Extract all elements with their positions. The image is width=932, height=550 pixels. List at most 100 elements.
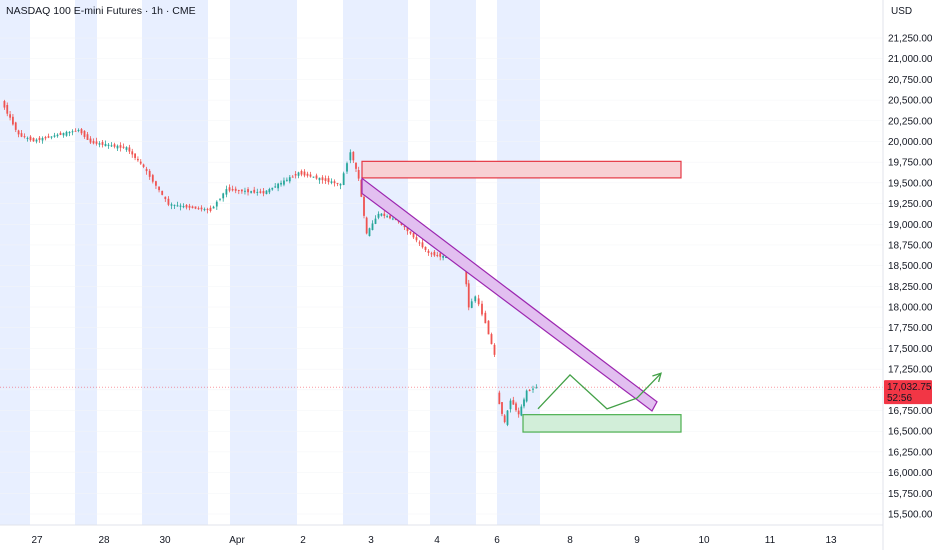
candle-body: [222, 193, 225, 199]
candle-body: [194, 206, 197, 209]
time-tick-label: Apr: [229, 535, 245, 546]
candle-body: [465, 261, 468, 285]
candle-body: [523, 399, 525, 407]
candle-body: [3, 101, 6, 108]
price-tick-label: 15,750.00: [888, 489, 932, 500]
price-tick-label: 16,500.00: [888, 427, 932, 438]
candle-body: [158, 186, 160, 191]
candle-body: [104, 143, 107, 147]
candle-body: [394, 219, 397, 221]
candle-body: [487, 320, 490, 335]
candle-body: [484, 312, 487, 324]
candle-body: [83, 130, 86, 137]
candle-body: [294, 174, 297, 176]
price-tick-label: 15,500.00: [888, 510, 932, 521]
candle-body: [29, 136, 32, 141]
candle-body: [59, 132, 62, 136]
time-axis[interactable]: 27 28 30 Apr 2 3 4 6 8 9 10 11 13: [31, 535, 837, 546]
candle-body: [509, 400, 512, 410]
candle-body: [240, 189, 243, 192]
candle-body: [145, 168, 148, 172]
candle-body: [53, 135, 56, 137]
price-tick-label: 16,250.00: [888, 447, 932, 458]
candle-body: [300, 170, 303, 175]
candle-body: [377, 213, 380, 218]
candle-body: [501, 402, 503, 414]
candle-body: [467, 283, 470, 308]
candle-body: [92, 140, 95, 144]
candle-body: [315, 175, 318, 179]
candle-body: [525, 390, 528, 402]
candle-body: [321, 177, 324, 181]
candle-body: [339, 183, 342, 186]
candle-body: [436, 254, 439, 256]
candle-body: [374, 218, 377, 224]
candle-body: [38, 137, 41, 141]
candle-body: [442, 256, 445, 258]
price-tick-label: 21,000.00: [888, 54, 932, 65]
candle-body: [371, 223, 374, 231]
candle-body: [89, 138, 92, 143]
candle-body: [433, 251, 436, 256]
candle-body: [65, 131, 68, 136]
candle-body: [421, 242, 424, 248]
candle-body: [9, 114, 11, 118]
candle-body: [250, 191, 253, 193]
candle-body: [324, 178, 327, 181]
resistance-zone: [361, 160, 682, 179]
candle-body: [380, 213, 383, 216]
candle-body: [164, 196, 167, 200]
price-tick-label: 17,250.00: [888, 365, 932, 376]
candle-body: [234, 188, 237, 191]
support-zone: [522, 414, 682, 433]
candle-body: [318, 177, 321, 181]
candle-body: [327, 178, 330, 183]
candle-body: [517, 410, 520, 415]
candle-body: [125, 147, 128, 150]
candle-body: [427, 250, 430, 253]
candle-body: [47, 136, 50, 138]
candle-body: [520, 406, 523, 416]
candle-body: [365, 217, 368, 234]
candle-body: [98, 143, 101, 145]
candle-body: [142, 164, 145, 167]
candle-body: [403, 226, 406, 228]
candle-body: [231, 188, 234, 191]
candle-body: [173, 204, 176, 206]
time-tick-label: 8: [567, 535, 573, 546]
candle-body: [110, 145, 113, 147]
price-tick-label: 19,250.00: [888, 199, 932, 210]
candle-body: [303, 171, 306, 176]
candle-body: [285, 179, 288, 181]
candle-body: [498, 392, 501, 405]
price-tick-label: 18,750.00: [888, 240, 932, 251]
candle-body: [515, 403, 517, 411]
candle-body: [391, 218, 394, 220]
candle-body: [41, 137, 44, 141]
candle-body: [148, 170, 151, 177]
candle-body: [418, 242, 421, 244]
candle-body: [225, 189, 228, 195]
candle-body: [424, 246, 427, 250]
candle-body: [346, 163, 348, 172]
currency-label[interactable]: USD: [891, 6, 913, 17]
candle-body: [134, 153, 136, 158]
candle-body: [188, 205, 191, 208]
candle-body: [200, 207, 203, 210]
time-tick-label: 6: [494, 535, 500, 546]
price-tick-label: 18,250.00: [888, 282, 932, 293]
candle-body: [383, 213, 386, 216]
candle-body: [74, 130, 77, 132]
price-tick-label: 19,000.00: [888, 220, 932, 231]
drawing-annotations[interactable]: [361, 160, 682, 433]
candle-body: [12, 116, 14, 125]
candle-body: [107, 144, 110, 146]
candle-body: [512, 400, 515, 405]
candle-body: [170, 204, 173, 206]
price-tick-label: 20,500.00: [888, 96, 932, 107]
candle-body: [86, 134, 89, 140]
candle-body: [445, 256, 447, 258]
price-axis[interactable]: 21,250.00 21,000.00 20,750.00 20,500.00 20,2…: [888, 34, 932, 521]
candle-body: [283, 180, 285, 185]
